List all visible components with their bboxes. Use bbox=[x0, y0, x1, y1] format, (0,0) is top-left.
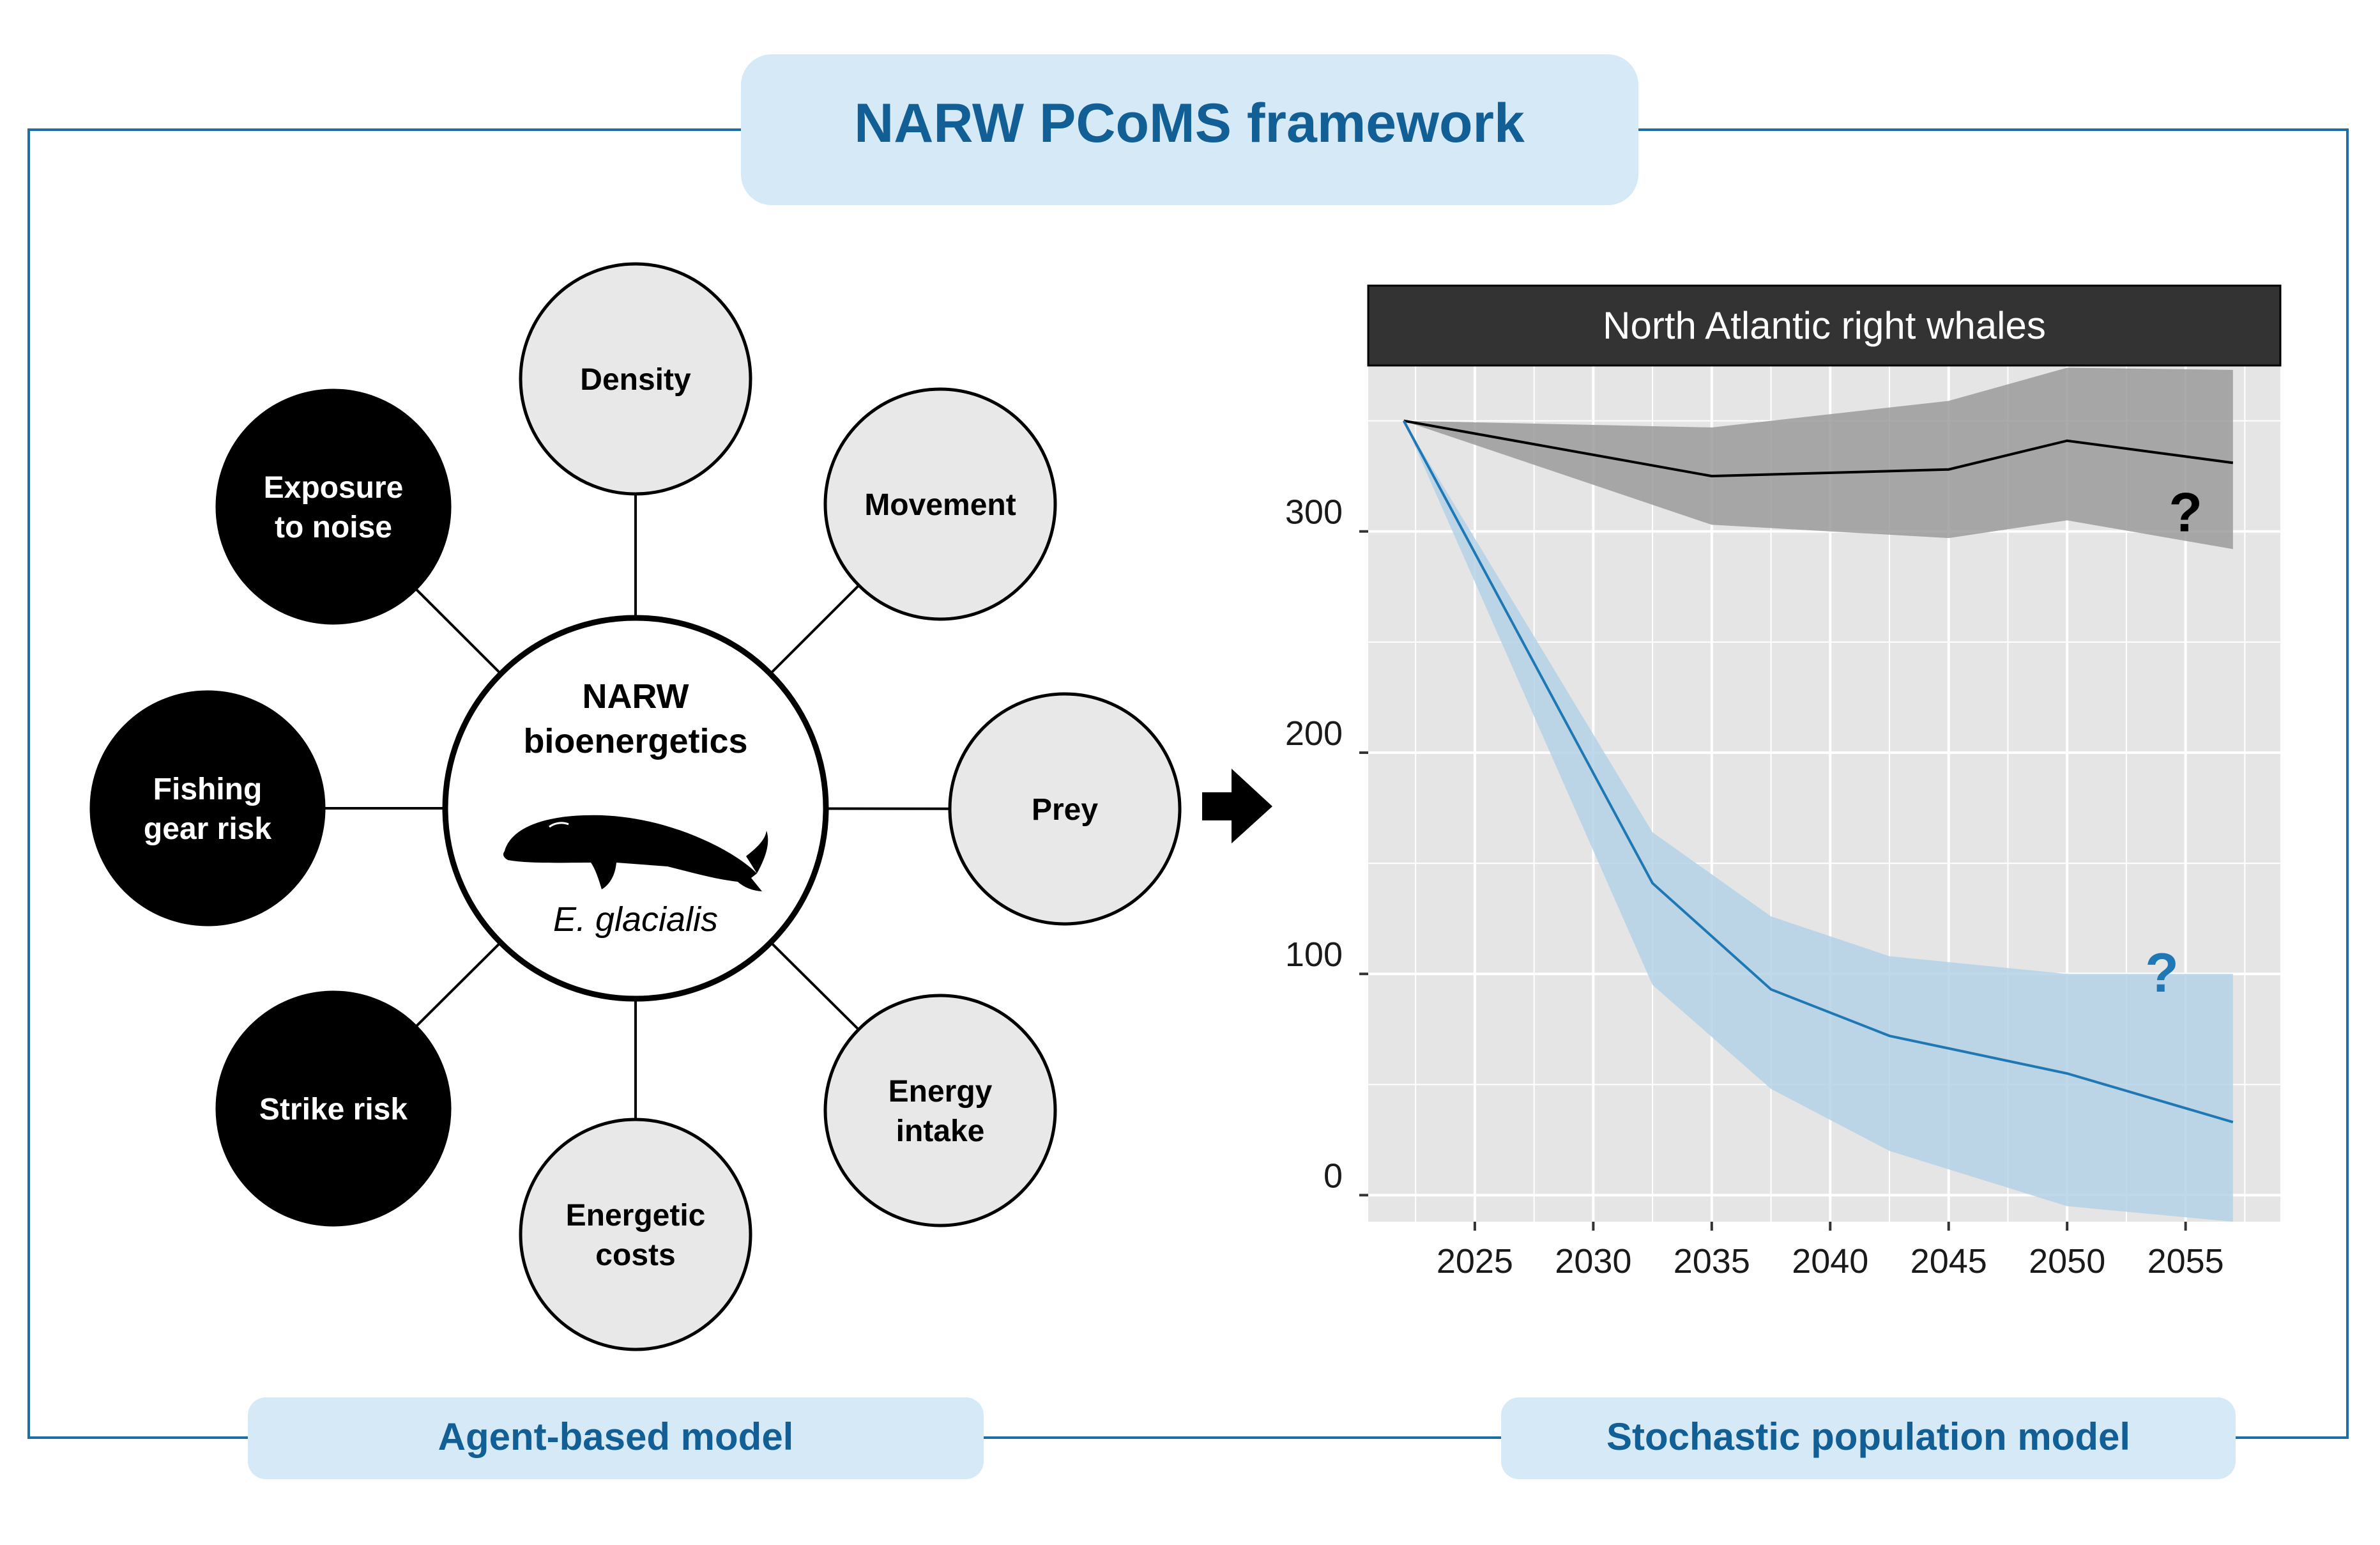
node-label-fishing-gear-risk: Fishing bbox=[153, 772, 263, 806]
node-label-energy-intake: intake bbox=[896, 1114, 985, 1148]
x-tick-label: 2055 bbox=[2147, 1242, 2224, 1280]
population-chart: ?? 2025 2030 2035 2040 2045 2050 2055 0 100 200 3… bbox=[1285, 286, 2280, 1280]
species-label: E. glacialis bbox=[553, 900, 718, 939]
y-tick-label: 100 bbox=[1285, 935, 1343, 974]
node-circle-exposure-to-noise bbox=[217, 390, 450, 623]
connector-exposure-to-noise bbox=[416, 589, 501, 674]
node-prey: Prey bbox=[950, 694, 1180, 924]
node-label-movement: Movement bbox=[864, 488, 1016, 522]
x-tick-label: 2030 bbox=[1555, 1242, 1631, 1280]
page-title: NARW PCoMS framework bbox=[854, 93, 1525, 154]
node-label-energetic-costs: costs bbox=[595, 1238, 675, 1272]
center-label-line1: NARW bbox=[583, 677, 689, 716]
x-tick-label: 2040 bbox=[1792, 1242, 1868, 1280]
node-exposure-to-noise: Exposure to noise bbox=[217, 390, 450, 623]
node-label-prey: Prey bbox=[1032, 793, 1098, 827]
x-tick-label: 2045 bbox=[1911, 1242, 1987, 1280]
node-density: Density bbox=[521, 264, 751, 494]
x-tick-label: 2025 bbox=[1437, 1242, 1513, 1280]
node-energy-intake: Energy intake bbox=[825, 995, 1055, 1226]
node-circle-fishing-gear-risk bbox=[91, 692, 324, 925]
x-tick-label: 2050 bbox=[2029, 1242, 2105, 1280]
annotation-series-0: ? bbox=[2169, 482, 2202, 544]
center-node bbox=[445, 618, 826, 999]
connector-strike-risk bbox=[416, 942, 501, 1027]
node-energetic-costs: Energetic costs bbox=[521, 1119, 751, 1349]
node-movement: Movement bbox=[825, 389, 1055, 619]
y-axis: 0 100 200 300 bbox=[1285, 493, 1368, 1195]
connector-movement bbox=[770, 585, 859, 673]
node-label-density: Density bbox=[580, 363, 691, 397]
y-tick-label: 0 bbox=[1323, 1157, 1343, 1195]
node-label-strike-risk: Strike risk bbox=[259, 1093, 408, 1126]
y-tick-label: 300 bbox=[1285, 493, 1343, 532]
spm-label: Stochastic population model bbox=[1606, 1415, 2130, 1458]
annotation-series-1: ? bbox=[2145, 942, 2179, 1004]
node-label-fishing-gear-risk: gear risk bbox=[144, 812, 271, 846]
chart-title: North Atlantic right whales bbox=[1603, 304, 2046, 347]
abm-label: Agent-based model bbox=[438, 1415, 794, 1458]
node-circle-energy-intake bbox=[825, 995, 1055, 1226]
y-tick-label: 200 bbox=[1285, 714, 1343, 753]
node-strike-risk: Strike risk bbox=[217, 992, 450, 1225]
node-label-energy-intake: Energy bbox=[889, 1075, 993, 1109]
x-axis: 2025 2030 2035 2040 2045 2050 2055 bbox=[1437, 1222, 2224, 1280]
node-label-energetic-costs: Energetic bbox=[566, 1199, 706, 1233]
center-label-line2: bioenergetics bbox=[523, 722, 747, 760]
x-tick-label: 2035 bbox=[1674, 1242, 1750, 1280]
node-label-exposure-to-noise: Exposure bbox=[264, 471, 404, 505]
connector-energy-intake bbox=[771, 942, 859, 1029]
node-circle-energetic-costs bbox=[521, 1119, 751, 1349]
node-label-exposure-to-noise: to noise bbox=[275, 511, 392, 544]
node-fishing-gear-risk: Fishing gear risk bbox=[91, 692, 324, 925]
right-arrow-icon bbox=[1202, 769, 1272, 843]
